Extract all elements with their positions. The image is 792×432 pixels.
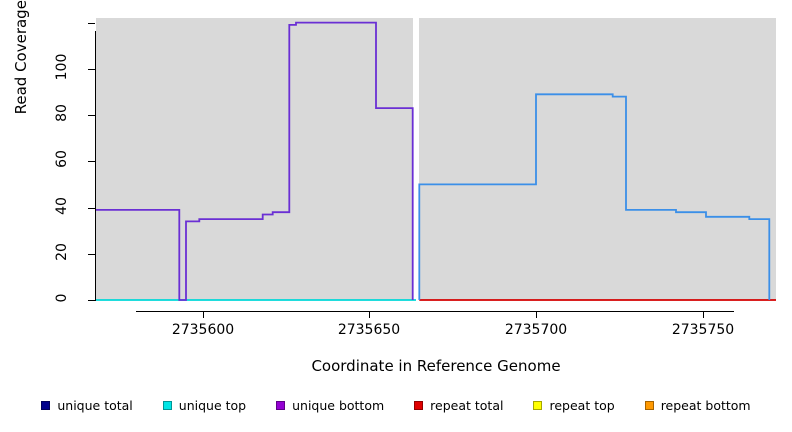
legend-swatch-icon (276, 401, 286, 410)
x-tick (369, 311, 370, 318)
y-tick (88, 115, 95, 116)
x-axis-line (136, 311, 734, 312)
y-tick-label: 40 (54, 197, 70, 215)
y-tick-label: 0 (54, 293, 70, 303)
legend-label: unique total (57, 398, 133, 413)
y-tick (88, 254, 95, 255)
x-tick-label: 2735750 (671, 322, 735, 338)
y-tick-label: 60 (54, 150, 70, 168)
legend-swatch-icon (644, 401, 654, 410)
legend-swatch-icon (533, 401, 543, 410)
y-tick (88, 23, 95, 24)
legend-item[interactable]: unique bottom (276, 398, 384, 413)
legend-label: repeat bottom (660, 398, 751, 413)
legend-item[interactable]: unique total (41, 398, 133, 413)
chart-legend: unique total unique top unique bottom repea… (0, 398, 792, 413)
x-tick (536, 311, 537, 318)
y-tick (88, 161, 95, 162)
legend-label: unique bottom (292, 398, 385, 413)
legend-item[interactable]: repeat total (414, 398, 503, 413)
x-tick (703, 311, 704, 318)
legend-item[interactable]: unique top (162, 398, 247, 413)
x-tick-label: 2735650 (337, 322, 401, 338)
legend-swatch-icon (41, 401, 51, 410)
x-tick-label: 2735700 (504, 322, 568, 338)
y-tick (88, 69, 95, 70)
legend-swatch-icon (162, 401, 172, 410)
y-axis-title: Read Coverage Depth (12, 0, 30, 115)
x-tick (203, 311, 204, 318)
legend-label: repeat total (430, 398, 504, 413)
x-tick-label: 2735600 (171, 322, 235, 338)
legend-label: repeat top (549, 398, 615, 413)
y-tick (88, 300, 95, 301)
x-axis-title: Coordinate in Reference Genome (311, 357, 561, 375)
legend-label: unique top (178, 398, 247, 413)
y-tick-label: 80 (54, 104, 70, 122)
y-axis-line (95, 31, 96, 301)
panel-gap (412, 18, 420, 300)
legend-swatch-icon (414, 401, 424, 410)
y-tick-label: 100 (54, 53, 70, 81)
y-tick (88, 208, 95, 209)
y-tick-label: 20 (54, 243, 70, 261)
plot-panel (96, 18, 776, 300)
legend-item[interactable]: repeat bottom (644, 398, 751, 413)
legend-item[interactable]: repeat top (533, 398, 615, 413)
